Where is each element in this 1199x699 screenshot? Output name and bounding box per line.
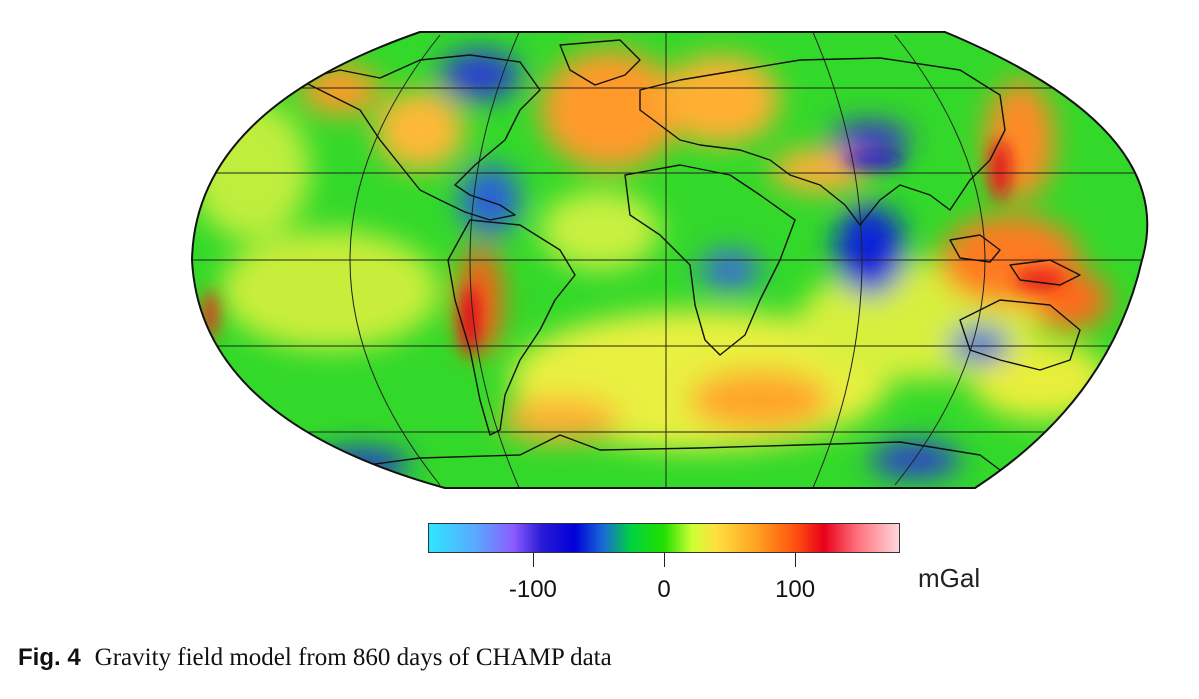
figure-caption-text: Gravity field model from 860 days of CHA…: [94, 644, 612, 671]
colorbar-tick-label: 0: [657, 576, 671, 603]
colorbar-tick-label: 100: [775, 576, 816, 603]
gravity-anomaly-map: [190, 31, 1149, 489]
colorbar-tick: [664, 553, 665, 567]
map-outline: [190, 31, 1149, 489]
figure-label: Fig. 4: [18, 644, 81, 671]
colorbar-unit-label: mGal: [918, 563, 981, 593]
colorbar-tick: [795, 553, 797, 567]
coastlines: [299, 39, 1081, 471]
colorbar-tick-label: -100: [508, 576, 557, 603]
figure-caption: Fig. 4 Gravity field model from 860 days …: [18, 644, 612, 672]
anomaly-field: [192, 32, 1148, 488]
colorbar: [428, 523, 900, 553]
graticule: [192, 32, 1148, 488]
colorbar-tick: [532, 553, 534, 567]
